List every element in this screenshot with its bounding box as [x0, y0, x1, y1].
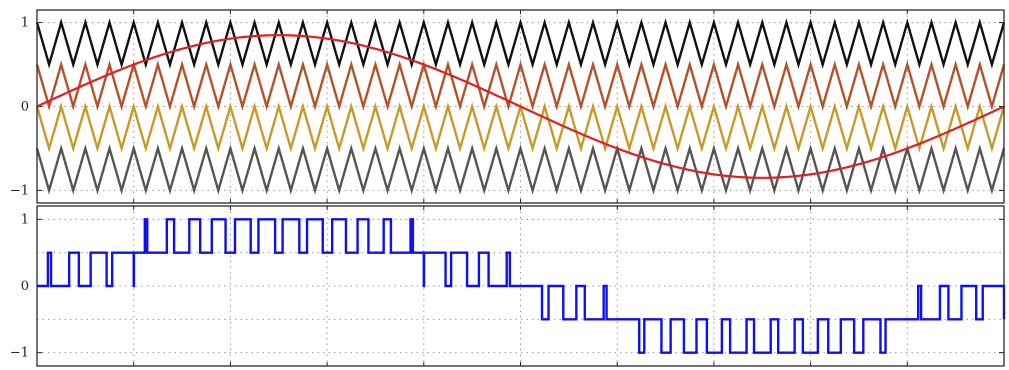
output-panel: 1 0 −1 — [10, 205, 1006, 367]
carrier-series-line — [35, 60, 1006, 111]
carrier-panel: 1 0 −1 — [10, 9, 1006, 204]
y-tick-label: −1 — [10, 183, 29, 198]
carrier-panel-frame — [36, 9, 1005, 204]
pwm-output-line — [37, 218, 1006, 354]
carrier-series-line — [35, 18, 1006, 69]
y-tick-label: 1 — [21, 16, 29, 31]
reference-sine-line — [36, 34, 1005, 179]
carrier-series-line — [35, 144, 1006, 195]
y-tick-label: 0 — [21, 279, 29, 294]
output-panel-frame — [36, 205, 1005, 367]
y-tick-label: 0 — [21, 100, 29, 115]
y-tick-label: 1 — [21, 212, 29, 227]
y-tick-label: −1 — [10, 346, 29, 361]
